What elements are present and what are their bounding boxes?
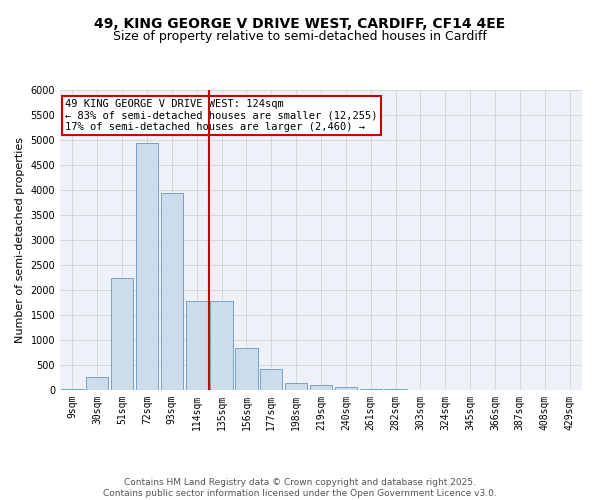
Bar — [385, 389, 407, 390]
Bar — [161, 192, 183, 390]
Text: 49 KING GEORGE V DRIVE WEST: 124sqm
← 83% of semi-detached houses are smaller (1: 49 KING GEORGE V DRIVE WEST: 124sqm ← 83… — [65, 99, 378, 132]
Bar — [359, 388, 382, 390]
Bar — [310, 385, 332, 390]
Bar — [211, 301, 233, 390]
Bar — [61, 388, 83, 390]
Bar — [86, 376, 109, 390]
Bar — [335, 386, 357, 390]
Y-axis label: Number of semi-detached properties: Number of semi-detached properties — [15, 137, 25, 343]
Bar — [285, 382, 307, 390]
Text: Size of property relative to semi-detached houses in Cardiff: Size of property relative to semi-detach… — [113, 30, 487, 43]
Bar — [235, 348, 257, 390]
Text: 49, KING GEORGE V DRIVE WEST, CARDIFF, CF14 4EE: 49, KING GEORGE V DRIVE WEST, CARDIFF, C… — [94, 18, 506, 32]
Bar — [111, 278, 133, 390]
Bar — [185, 301, 208, 390]
Bar — [136, 142, 158, 390]
Bar — [260, 368, 283, 390]
Text: Contains HM Land Registry data © Crown copyright and database right 2025.
Contai: Contains HM Land Registry data © Crown c… — [103, 478, 497, 498]
